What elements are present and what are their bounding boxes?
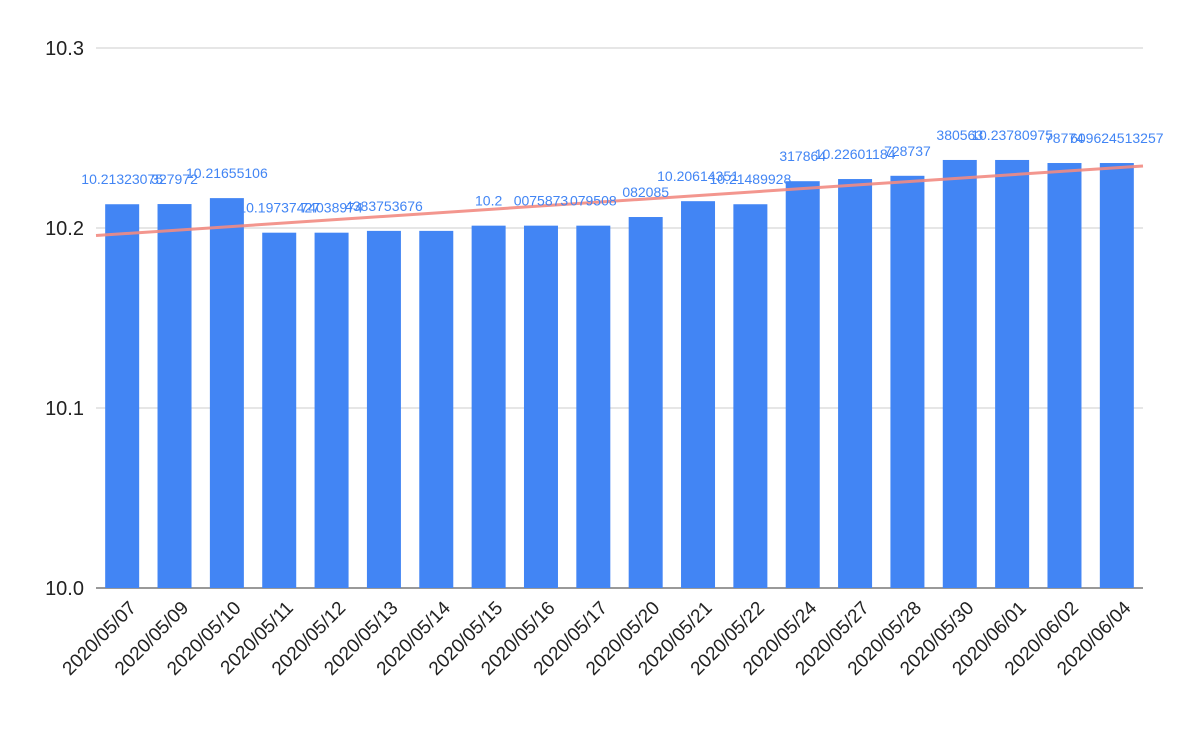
data-label: 327972 — [151, 171, 198, 187]
y-axis-labels: 10.0 10.1 10.2 10.3 — [45, 38, 84, 600]
bar — [157, 204, 192, 588]
bars — [105, 159, 1134, 589]
bar — [785, 181, 820, 588]
bar — [419, 230, 454, 588]
bar — [681, 201, 716, 588]
data-label: 10.23780975 — [971, 127, 1053, 143]
bar — [890, 175, 925, 589]
bar — [366, 230, 401, 588]
data-label: 317864 — [779, 148, 826, 164]
data-label: 079508 — [570, 193, 617, 209]
y-tick-label: 10.2 — [45, 218, 84, 240]
bar — [209, 198, 244, 588]
data-label: 10.20614351 — [657, 168, 739, 184]
data-label: 74038974 — [300, 200, 363, 216]
bar — [628, 217, 663, 588]
bar — [1099, 163, 1134, 588]
y-tick-label: 10.3 — [45, 38, 84, 60]
data-label: 78774 — [1045, 130, 1084, 146]
data-labels: 10.2132307532797210.2165510610.197374277… — [81, 127, 1163, 216]
data-label: 0075873 — [514, 193, 569, 209]
bar — [105, 204, 140, 589]
trendline — [95, 164, 1144, 238]
trendline-layer — [95, 164, 1144, 238]
data-label: 082085 — [622, 184, 669, 200]
bar — [262, 232, 297, 588]
bar — [314, 232, 349, 588]
bar — [733, 204, 768, 589]
bar — [942, 159, 977, 588]
data-label: 10.21655106 — [186, 165, 268, 181]
y-tick-label: 10.1 — [45, 398, 84, 420]
data-label: 10.22601184 — [815, 146, 896, 162]
bar — [1047, 163, 1082, 588]
data-label: 380563 — [936, 127, 983, 143]
bar — [523, 225, 558, 588]
bar — [838, 179, 873, 589]
data-label: 10.19737427 — [238, 200, 320, 216]
data-label: 4383753676 — [345, 198, 423, 214]
bar — [576, 225, 611, 588]
data-label: 10.2 — [475, 193, 502, 209]
y-tick-label: 10.0 — [45, 578, 84, 600]
bar — [995, 159, 1030, 588]
data-label: 10.21489928 — [709, 171, 791, 187]
data-label: 10.21323075 — [81, 171, 163, 187]
data-label: 609624513257 — [1070, 130, 1164, 146]
data-label: 728737 — [884, 143, 931, 159]
x-axis-labels: 2020/05/072020/05/092020/05/102020/05/11… — [59, 597, 1136, 679]
bar — [471, 225, 506, 588]
